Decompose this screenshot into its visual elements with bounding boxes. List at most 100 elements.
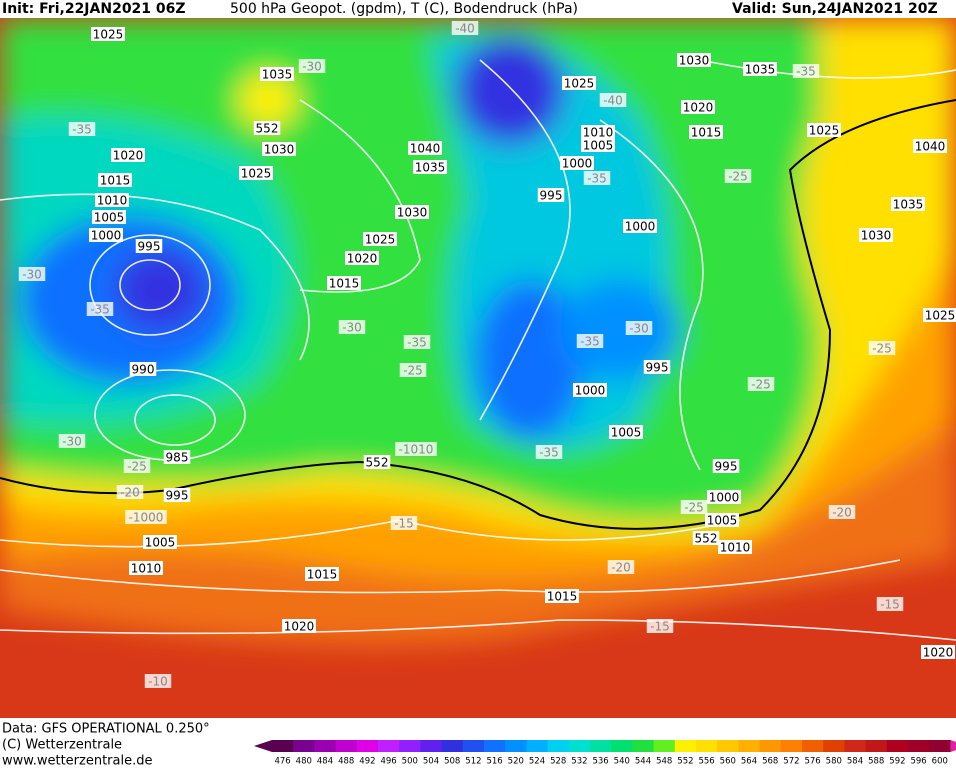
label-box	[537, 188, 565, 202]
isobar-label: 1000	[91, 229, 122, 243]
label-box	[116, 485, 144, 499]
colorbar-tick-label: 552	[677, 757, 693, 767]
colorbar-swatch	[632, 740, 655, 752]
label-box	[913, 139, 947, 153]
colorbar-tick-label: 572	[783, 757, 799, 767]
label-box	[123, 459, 151, 473]
label-box	[111, 148, 145, 162]
temperature-label: -1000	[129, 511, 164, 525]
temperature-label: -30	[302, 60, 322, 74]
isobar-label: 1035	[745, 63, 776, 77]
colorbar-tick-label: 504	[423, 757, 439, 767]
label-box	[86, 302, 114, 316]
colorbar-tick-label: 528	[550, 757, 566, 767]
label-box	[68, 122, 96, 136]
colorbar-swatch	[653, 740, 676, 752]
colorbar-tick-label: 544	[635, 757, 651, 767]
label-box	[260, 67, 294, 81]
label-box	[707, 490, 741, 504]
label-box	[677, 53, 711, 67]
colorbar-tick-label: 540	[614, 757, 630, 767]
map-title: 500 hPa Geopot. (gpdm), T (C), Bodendruc…	[230, 1, 578, 17]
label-box	[891, 197, 925, 211]
label-box	[305, 567, 339, 581]
temperature-label: -15	[880, 598, 900, 612]
colorbar-swatch	[844, 740, 867, 752]
temperature-label: -35	[539, 446, 559, 460]
isobar-label: 1040	[915, 140, 946, 154]
label-box	[705, 513, 739, 527]
label-box	[390, 516, 418, 530]
label-box	[395, 205, 429, 219]
colorbar-swatch	[802, 740, 824, 752]
isobar-label: 1025	[564, 77, 595, 91]
isobar-label: 1020	[683, 101, 714, 115]
colorbar-tick-label: 516	[486, 757, 502, 767]
isobar-label: 1010	[131, 562, 162, 576]
temperature-label: -40	[455, 22, 475, 36]
label-box	[262, 142, 296, 156]
colorbar-swatch	[484, 740, 506, 752]
colorbar-swatch	[568, 740, 591, 752]
colorbar: 476 480 484 488 492 496 500 504 508 512 516 520 524 5…	[254, 740, 956, 767]
colorbar-swatch	[547, 740, 570, 752]
label-box	[689, 125, 723, 139]
colorbar-swatch	[717, 740, 739, 752]
temperature-label: -35	[407, 336, 427, 350]
colorbar-tick-label: 580	[826, 757, 842, 767]
colorbar-swatch	[335, 740, 358, 752]
label-box	[921, 645, 955, 659]
isobar-label: 995	[646, 361, 669, 375]
data-source: Data: GFS OPERATIONAL 0.250°	[2, 722, 210, 737]
isobar-label: 1030	[397, 206, 428, 220]
isobar-label: 985	[166, 451, 189, 465]
url: www.wetterzentrale.de	[2, 754, 152, 769]
colorbar-swatch	[356, 740, 379, 752]
isobar-label: 1005	[145, 536, 176, 550]
label-box	[923, 308, 956, 322]
colorbar-tick-label: 564	[741, 757, 757, 767]
label-box	[599, 93, 627, 107]
temperature-label: -40	[603, 94, 623, 108]
isobar-label: 995	[540, 189, 563, 203]
colorbar-swatch	[886, 740, 909, 752]
temperature-label: -25	[751, 378, 771, 392]
colorbar-swatch	[738, 740, 761, 752]
label-box	[868, 341, 896, 355]
label-box	[646, 619, 674, 633]
isobar-label: 1035	[262, 68, 293, 82]
label-box	[535, 445, 563, 459]
colorbar-swatch	[823, 740, 845, 752]
isobar-label: 995	[138, 240, 161, 254]
label-box	[92, 210, 126, 224]
colorbar-swatch	[780, 740, 803, 752]
temperature-label: -25	[684, 501, 704, 515]
isobar-label: 1035	[893, 198, 924, 212]
label-box	[363, 232, 397, 246]
isobar-label: 1030	[679, 54, 710, 68]
colorbar-tick-label: 536	[592, 757, 608, 767]
isobar-label: 1010	[583, 126, 614, 140]
label-box	[327, 276, 361, 290]
colorbar-tick-label: 592	[889, 757, 905, 767]
label-box	[581, 125, 615, 139]
isobar-label: 1020	[113, 149, 144, 163]
colorbar-swatch	[420, 740, 443, 752]
isobar-label: 1025	[925, 309, 956, 323]
temperature-label: -35	[580, 335, 600, 349]
colorbar-tick-label: 556	[698, 757, 714, 767]
label-box	[625, 321, 653, 335]
label-box	[399, 363, 427, 377]
label-box	[253, 121, 281, 135]
colorbar-swatch	[590, 740, 612, 752]
label-box	[581, 138, 615, 152]
label-box	[363, 455, 391, 469]
colorbar-tick-label: 560	[720, 757, 736, 767]
label-box	[89, 228, 123, 242]
temperature-label: -35	[90, 303, 110, 317]
label-box	[239, 166, 273, 180]
isobar-label: 1020	[284, 620, 315, 634]
label-box	[98, 173, 132, 187]
label-box	[163, 450, 191, 464]
temperature-label: -20	[611, 561, 631, 575]
